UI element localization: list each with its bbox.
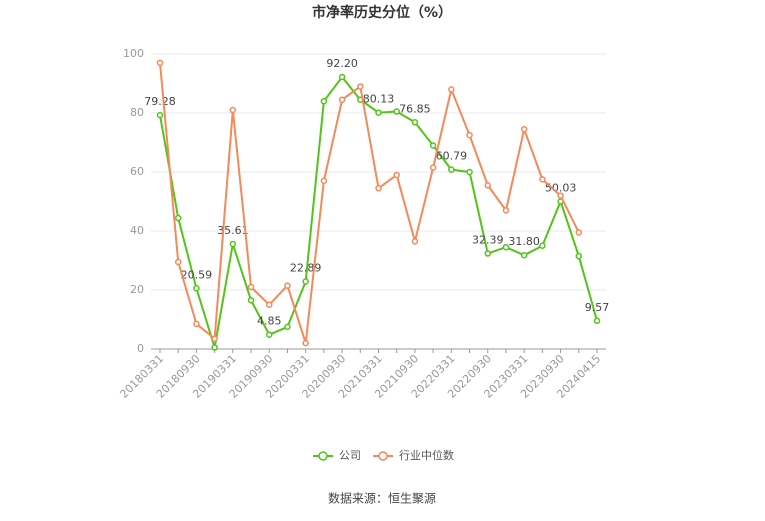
value-label: 32.39: [472, 233, 504, 246]
point: [229, 240, 237, 248]
point: [247, 297, 255, 304]
point: [375, 109, 382, 116]
y-tick-label: 80: [130, 106, 144, 119]
point: [539, 242, 546, 249]
point: [593, 317, 601, 325]
point: [502, 207, 510, 214]
value-label: 92.20: [326, 57, 358, 70]
y-tick-label: 60: [130, 165, 144, 178]
legend-marker: [378, 451, 388, 461]
point: [211, 344, 218, 351]
point: [211, 335, 218, 342]
point: [429, 142, 437, 149]
point: [575, 229, 583, 236]
point: [174, 258, 182, 266]
value-label: 35.61: [217, 224, 249, 237]
point: [429, 164, 437, 171]
point: [375, 184, 382, 192]
value-label: 4.85: [257, 315, 282, 328]
legend-label: 行业中位数: [399, 448, 454, 462]
point: [502, 243, 510, 251]
legend-marker: [318, 451, 328, 461]
point: [466, 131, 473, 139]
value-label: 31.80: [508, 235, 540, 248]
point: [266, 301, 273, 308]
value-label: 79.28: [144, 95, 176, 108]
y-tick-label: 0: [137, 342, 144, 355]
point: [193, 320, 200, 328]
point: [266, 331, 273, 338]
value-label: 80.13: [363, 93, 395, 106]
point: [338, 96, 346, 103]
point: [575, 252, 583, 260]
point: [174, 214, 182, 222]
point: [247, 283, 255, 291]
point: [338, 73, 346, 81]
point: [302, 339, 309, 347]
value-label: 50.03: [545, 181, 577, 194]
legend-label: 公司: [339, 449, 361, 462]
source: 数据来源：恒生聚源: [328, 491, 436, 506]
point: [229, 106, 237, 114]
point: [357, 83, 364, 90]
point: [393, 108, 400, 115]
point: [539, 176, 546, 183]
point: [411, 119, 419, 126]
point: [302, 278, 309, 285]
point: [284, 323, 291, 331]
value-label: 76.85: [399, 102, 431, 115]
point: [448, 86, 455, 93]
point: [193, 285, 200, 292]
point: [320, 177, 328, 185]
value-label: 22.89: [290, 261, 322, 274]
point: [466, 168, 473, 176]
chart-title: 市净率历史分位（%）: [312, 4, 452, 21]
value-label: 20.59: [181, 268, 213, 281]
value-label: 9.57: [585, 301, 610, 314]
point: [320, 97, 328, 105]
point: [484, 250, 491, 257]
point: [557, 192, 564, 199]
point: [484, 182, 491, 189]
point: [393, 171, 400, 179]
point: [411, 238, 419, 245]
point: [448, 166, 455, 173]
point: [520, 251, 528, 259]
y-tick-label: 40: [130, 224, 144, 237]
point: [156, 59, 164, 67]
point: [520, 125, 528, 133]
point: [156, 111, 164, 119]
point: [284, 282, 291, 289]
value-label: 60.79: [436, 150, 468, 163]
y-tick-label: 20: [130, 283, 144, 296]
series-line: [159, 62, 580, 344]
y-tick-label: 100: [123, 47, 144, 60]
